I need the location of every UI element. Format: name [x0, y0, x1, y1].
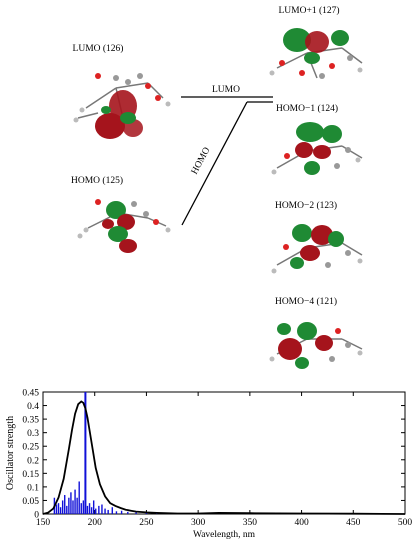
orbital-label-homo-minus-1: HOMO−1 (124)	[275, 104, 339, 114]
x-tick-label: 300	[191, 518, 206, 528]
y-tick-label: 0.45	[22, 389, 39, 399]
lumo-plus-1-orbital-image	[269, 28, 363, 79]
orbital-label-homo-minus-4: HOMO−4 (121)	[274, 297, 338, 307]
x-tick-label: 200	[88, 518, 103, 528]
x-tick-label: 150	[36, 518, 51, 528]
homo-connector-line	[181, 101, 248, 226]
y-tick-label: 0.15	[22, 470, 39, 480]
y-tick-label: 0.2	[27, 456, 39, 466]
x-tick-label: 500	[398, 518, 413, 528]
y-tick-label: 0.1	[27, 483, 39, 493]
homo-minus-2-orbital-image	[271, 224, 363, 274]
x-tick-label: 250	[139, 518, 154, 528]
energy-level-diagram: LUMO HOMO	[181, 85, 273, 226]
x-axis-label: Wavelength, nm	[193, 530, 256, 540]
lumo-orbital-image	[73, 73, 171, 139]
orbital-label-homo: HOMO (125)	[71, 176, 123, 186]
homo-orbital-image	[77, 199, 171, 253]
homo-minus-4-orbital-image	[269, 322, 363, 369]
homo-level-label: HOMO	[190, 146, 213, 176]
orbital-label-homo-minus-2: HOMO−2 (123)	[274, 201, 338, 211]
y-axis-label: Oscillator strength	[5, 416, 16, 490]
x-tick-label: 350	[243, 518, 258, 528]
y-tick-label: 0.05	[22, 497, 39, 507]
absorption-spectrum-chart: 150 200 250 300 350 400 450 500 0 0.05 0.1 0.15 0.2 0…	[5, 389, 413, 541]
x-tick-label: 400	[294, 518, 309, 528]
x-tick-label: 450	[346, 518, 361, 528]
y-tick-label: 0.35	[22, 416, 39, 426]
y-tick-label: 0	[34, 511, 39, 521]
y-tick-label: 0.4	[27, 402, 39, 412]
y-tick-label: 0.25	[22, 443, 39, 453]
lumo-level-label: LUMO	[212, 85, 240, 95]
homo-minus-1-orbital-image	[271, 122, 363, 175]
y-tick-label: 0.3	[27, 429, 39, 439]
orbital-label-lumo-plus-1: LUMO+1 (127)	[278, 6, 340, 16]
orbital-label-lumo: LUMO (126)	[72, 44, 124, 54]
plot-frame	[42, 391, 406, 515]
spectrum-envelope-line	[42, 400, 406, 515]
